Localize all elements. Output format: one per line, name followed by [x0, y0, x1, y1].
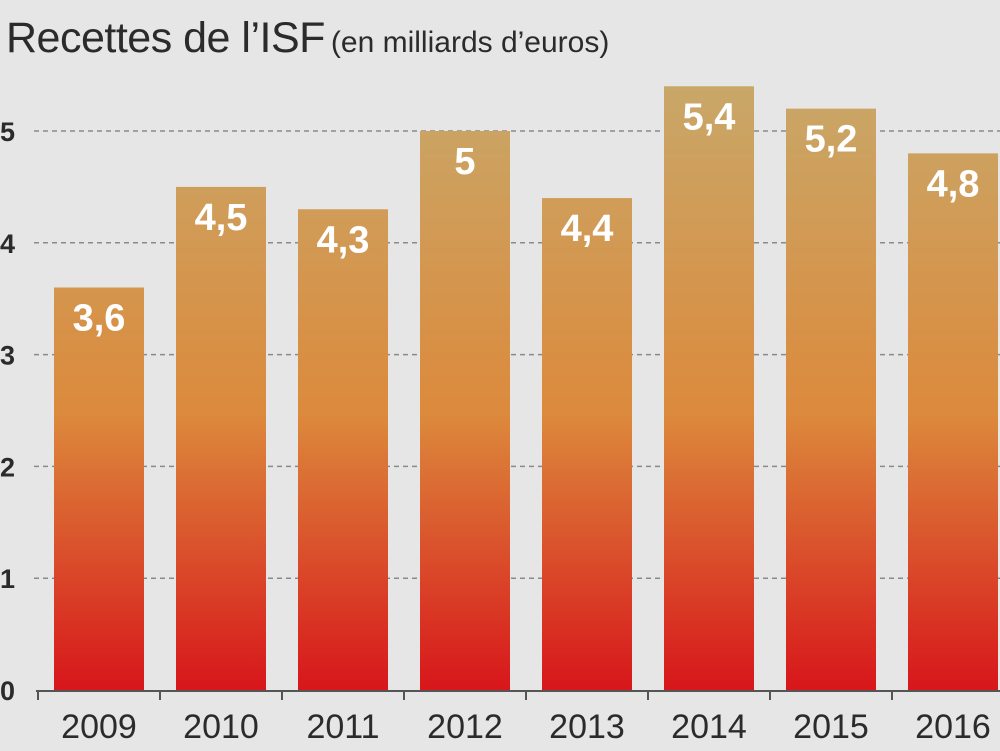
- bar-2010: [176, 186, 266, 690]
- y-tick-label: 4: [0, 229, 15, 259]
- x-tick-label: 2012: [427, 708, 503, 746]
- x-tick-label: 2013: [549, 708, 625, 746]
- chart-title: Recettes de l’ISF: [6, 14, 325, 62]
- data-labels: 3,6 4,5 4,3 5 4,4 5,4 5,2 4,8: [73, 96, 980, 339]
- bars: [54, 86, 998, 691]
- y-tick-label: 2: [0, 452, 15, 482]
- x-tick-label: 2015: [793, 708, 869, 746]
- bar-2012: [420, 131, 510, 690]
- x-tick-label: 2009: [61, 708, 137, 746]
- x-tick-label: 2010: [183, 708, 259, 746]
- y-tick-label: 1: [0, 564, 15, 594]
- y-tick-label: 3: [0, 341, 15, 371]
- bar-2011: [298, 209, 388, 690]
- data-label: 4,5: [195, 197, 248, 239]
- data-label: 4,3: [317, 219, 370, 261]
- x-tick-label: 2014: [671, 708, 747, 746]
- bar-2016: [908, 153, 998, 691]
- bar-2015: [786, 108, 876, 690]
- chart-title-block: Recettes de l’ISF (en milliards d’euros): [6, 14, 609, 63]
- x-tick-label: 2011: [306, 708, 379, 746]
- x-axis-ticks: 2009 2010 2011 2012 2013 2014 2015 2016: [37, 690, 991, 746]
- y-tick-label: 0: [0, 676, 15, 706]
- y-axis-ticks: 0 1 2 3 4 5: [0, 117, 15, 706]
- chart-subtitle: (en milliards d’euros): [330, 26, 610, 59]
- data-label: 4,4: [561, 208, 614, 250]
- data-label: 3,6: [73, 298, 126, 340]
- data-label: 5: [454, 141, 475, 183]
- bar-2014: [664, 86, 754, 690]
- bar-2013: [542, 198, 632, 690]
- data-label: 5,2: [805, 119, 858, 161]
- bar-2009: [54, 287, 144, 690]
- data-label: 4,8: [927, 163, 980, 205]
- y-tick-label: 5: [0, 117, 15, 147]
- x-tick-label: 2016: [915, 708, 991, 746]
- data-label: 5,4: [683, 96, 736, 138]
